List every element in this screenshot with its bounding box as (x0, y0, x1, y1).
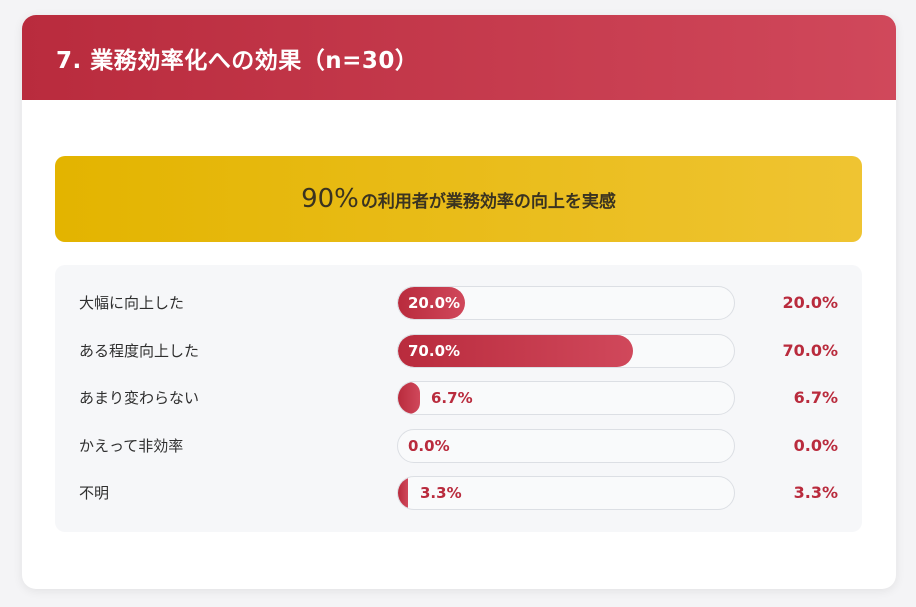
bar-value-label: 3.3% (420, 484, 462, 502)
bar (398, 287, 466, 319)
row-value: 70.0% (782, 340, 838, 360)
category-label: かえって非効率 (79, 436, 184, 455)
bar-value-label: 20.0% (408, 294, 461, 312)
bar-value-label: 0.0% (408, 436, 450, 455)
bar (398, 382, 420, 414)
bar-track: 70.0% (397, 333, 735, 368)
chart-row: ある程度向上した 70.0% 70.0% (55, 333, 862, 368)
category-label: ある程度向上した (79, 341, 200, 360)
chart-row: 不明 3.3% 3.3% (55, 476, 862, 510)
bar-chart: 大幅に向上した 20.0% 20.0% ある程度向上した 70.0% 70.0% あまり変わ… (55, 265, 862, 532)
category-label: 不明 (79, 484, 110, 502)
banner-text: 90% の利用者が業務効率の向上を実感 (301, 184, 616, 214)
bar-track: 6.7% (397, 381, 735, 415)
chart-row: 大幅に向上した 20.0% 20.0% (55, 286, 862, 320)
row-value: 6.7% (793, 388, 838, 407)
bar-track: 0.0% (397, 428, 735, 463)
row-value: 20.0% (782, 293, 838, 312)
row-value: 0.0% (793, 435, 838, 455)
chart-row: かえって非効率 0.0% 0.0% (55, 428, 862, 463)
bar-value-label: 70.0% (408, 341, 461, 360)
chart-row: あまり変わらない 6.7% 6.7% (55, 381, 862, 415)
category-label: あまり変わらない (79, 389, 200, 407)
bar (398, 477, 408, 509)
row-value: 3.3% (793, 483, 838, 502)
survey-card: 7. 業務効率化への効果（n=30） 90% の利用者が業務効率の向上を実感 大幅… (22, 15, 896, 589)
bar-track: 3.3% (397, 476, 735, 510)
highlight-banner: 90% の利用者が業務効率の向上を実感 (55, 156, 862, 242)
bar-track: 20.0% (397, 286, 735, 320)
card-header: 7. 業務効率化への効果（n=30） (22, 15, 896, 100)
banner-highlight: 90% (301, 184, 359, 214)
bar (398, 334, 634, 367)
bar-value-label: 6.7% (431, 389, 473, 407)
page-title: 7. 業務効率化への効果（n=30） (56, 47, 419, 74)
category-label: 大幅に向上した (79, 294, 185, 312)
banner-message: の利用者が業務効率の向上を実感 (360, 192, 616, 212)
